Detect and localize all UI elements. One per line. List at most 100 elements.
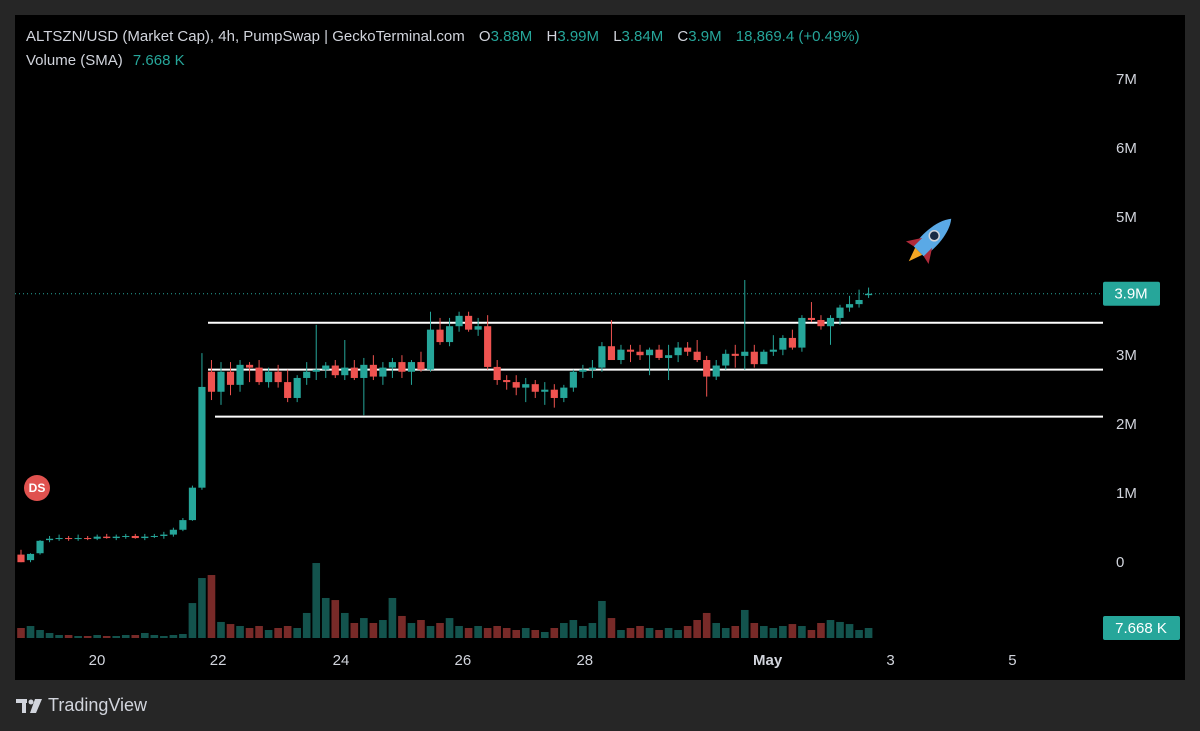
logo-part bbox=[16, 698, 27, 703]
ohlc-key: C bbox=[677, 28, 689, 45]
volume-bar bbox=[160, 636, 168, 638]
candle-body bbox=[36, 540, 44, 554]
volume-bar bbox=[302, 612, 311, 638]
volume-bar bbox=[483, 627, 492, 638]
volume-bar bbox=[369, 623, 378, 638]
volume-bar bbox=[17, 627, 25, 638]
volume-bar bbox=[283, 626, 292, 638]
candle-body bbox=[350, 367, 358, 378]
candle-body bbox=[779, 337, 787, 350]
candle-body bbox=[103, 536, 111, 539]
x-tick-label: 3 bbox=[886, 652, 894, 669]
candle-body bbox=[798, 317, 806, 348]
volume-bar bbox=[274, 627, 282, 638]
rocket-window bbox=[928, 230, 940, 242]
footer-brand[interactable]: TradingView bbox=[48, 695, 148, 715]
candle-body bbox=[255, 367, 263, 383]
volume-bar bbox=[817, 623, 825, 638]
candle-body bbox=[712, 365, 720, 377]
x-tick-label: May bbox=[753, 652, 783, 669]
volume-bar bbox=[379, 620, 387, 638]
last-price-label: 3.9M bbox=[1114, 286, 1147, 303]
volume-bar bbox=[760, 626, 768, 638]
tv-logo bbox=[16, 698, 42, 713]
candle-body bbox=[512, 382, 520, 388]
candle-body bbox=[217, 371, 225, 392]
candle-body bbox=[84, 538, 92, 540]
badge-text[interactable]: DS bbox=[29, 481, 46, 495]
candle-body bbox=[465, 315, 473, 330]
badge-circle[interactable] bbox=[24, 475, 50, 501]
candle-body bbox=[112, 536, 120, 539]
volume-bar bbox=[140, 632, 149, 638]
volume-bar bbox=[512, 629, 521, 638]
candle-body bbox=[550, 389, 558, 398]
candle-body bbox=[636, 351, 644, 356]
candle-body bbox=[560, 387, 568, 398]
volume-bar bbox=[540, 632, 549, 638]
volume-bar bbox=[150, 635, 159, 638]
volume-bar bbox=[807, 629, 816, 638]
candle-body bbox=[74, 538, 82, 540]
candle-body bbox=[531, 384, 539, 392]
volume-value: 7.668 K bbox=[132, 52, 185, 69]
x-tick-label: 26 bbox=[455, 652, 472, 669]
candle-body bbox=[169, 529, 177, 535]
volume-bar bbox=[55, 635, 63, 638]
candle-body bbox=[293, 377, 301, 398]
symbol-title: ALTSZN/USD (Market Cap), 4h, PumpSwap | … bbox=[26, 28, 465, 45]
volume-bar bbox=[740, 609, 749, 638]
candle-body bbox=[588, 367, 596, 370]
candle-body bbox=[474, 326, 482, 330]
footer: TradingView bbox=[16, 695, 147, 716]
volume-bar bbox=[664, 627, 673, 638]
y-tick-label: 1M bbox=[1116, 485, 1137, 502]
volume-bar bbox=[502, 627, 511, 638]
last-volume-label: 7.668 K bbox=[1115, 620, 1167, 637]
volume-bar bbox=[864, 628, 873, 638]
volume-bar bbox=[569, 620, 578, 638]
candle-body bbox=[236, 364, 244, 385]
candle-body bbox=[493, 366, 501, 381]
volume-bar bbox=[655, 629, 663, 638]
candle-body bbox=[188, 487, 196, 521]
candle-body bbox=[407, 362, 416, 372]
candle-body bbox=[198, 386, 206, 488]
volume-bar bbox=[321, 597, 330, 638]
ohlc-value: 3.84M bbox=[621, 28, 664, 45]
candle-body bbox=[341, 367, 349, 376]
volume-bar bbox=[702, 612, 711, 638]
candle-body bbox=[541, 389, 549, 392]
candle-body bbox=[160, 534, 168, 536]
candle-body bbox=[226, 371, 235, 385]
volume-bar bbox=[179, 633, 187, 638]
volume-bar bbox=[674, 629, 682, 638]
candle-body bbox=[693, 351, 701, 361]
candle-body bbox=[455, 315, 463, 327]
candle-body bbox=[207, 371, 216, 392]
volume-bar bbox=[607, 618, 616, 638]
y-tick-label: 2M bbox=[1116, 416, 1137, 433]
volume-bar bbox=[836, 621, 844, 638]
candle-body bbox=[741, 351, 749, 356]
volume-bar bbox=[112, 636, 121, 638]
candle-body bbox=[836, 307, 844, 318]
volume-bar bbox=[350, 623, 359, 638]
volume-bar bbox=[236, 626, 244, 638]
volume-bar bbox=[683, 626, 692, 638]
volume-bar bbox=[769, 627, 778, 638]
candle-body bbox=[665, 355, 673, 358]
volume-bar bbox=[731, 626, 740, 638]
rocket-flame bbox=[908, 247, 923, 262]
logo-part bbox=[30, 698, 42, 713]
candle-body bbox=[312, 369, 320, 372]
volume-bar bbox=[645, 627, 654, 638]
candle-body bbox=[65, 538, 73, 540]
candle-body bbox=[522, 384, 530, 388]
volume-bar bbox=[264, 629, 273, 638]
volume-bar bbox=[531, 629, 540, 638]
volume-bar bbox=[579, 626, 587, 638]
candle-body bbox=[179, 520, 187, 530]
